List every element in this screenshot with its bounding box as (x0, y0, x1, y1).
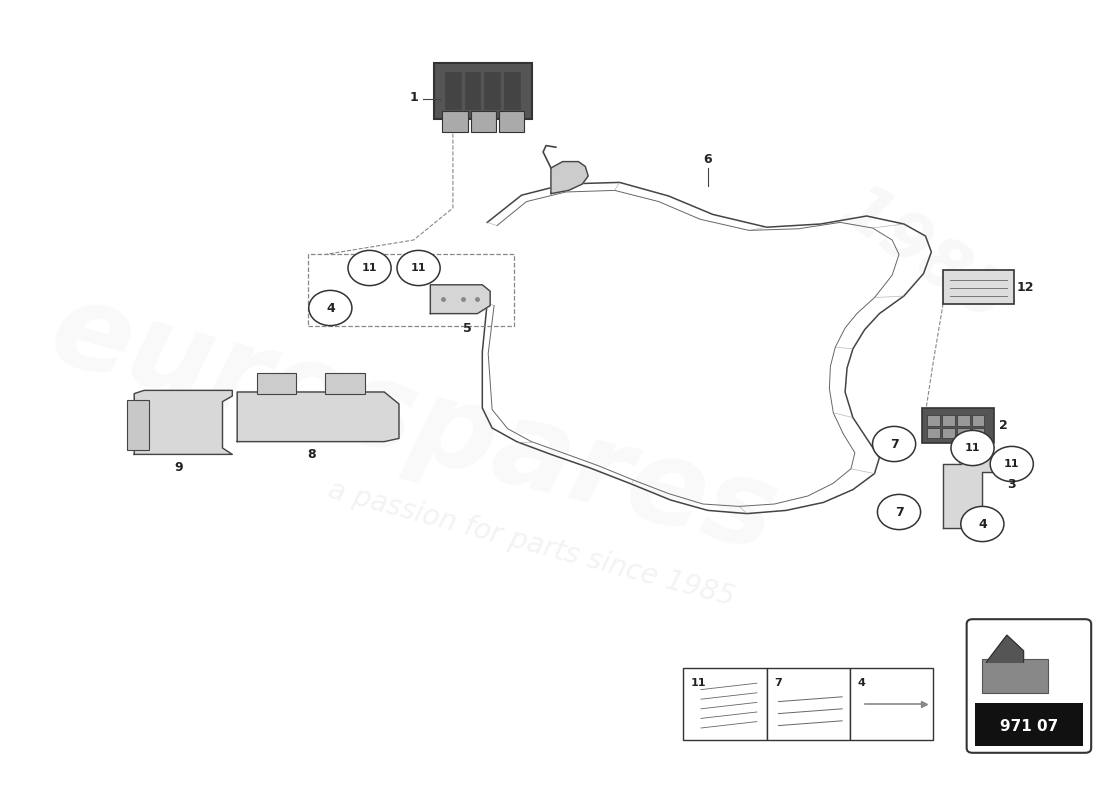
FancyBboxPatch shape (971, 415, 984, 426)
FancyBboxPatch shape (446, 72, 461, 109)
FancyBboxPatch shape (922, 408, 994, 443)
FancyBboxPatch shape (128, 400, 148, 450)
Circle shape (878, 494, 921, 530)
Text: 4: 4 (326, 302, 334, 314)
Text: 11: 11 (691, 678, 706, 688)
FancyBboxPatch shape (850, 668, 933, 740)
Text: 9: 9 (174, 461, 183, 474)
Polygon shape (551, 162, 588, 194)
Text: a passion for parts since 1985: a passion for parts since 1985 (324, 476, 738, 612)
FancyBboxPatch shape (442, 111, 468, 132)
Text: 12: 12 (1016, 281, 1034, 294)
Text: 8: 8 (307, 448, 316, 461)
FancyBboxPatch shape (971, 428, 984, 438)
FancyBboxPatch shape (975, 703, 1084, 746)
Polygon shape (238, 392, 399, 442)
Text: 11: 11 (965, 443, 980, 453)
Text: 7: 7 (774, 678, 782, 688)
FancyBboxPatch shape (326, 373, 365, 394)
FancyBboxPatch shape (927, 415, 940, 426)
FancyBboxPatch shape (471, 111, 496, 132)
FancyBboxPatch shape (256, 373, 296, 394)
Text: 1985: 1985 (828, 176, 1019, 336)
Text: 971 07: 971 07 (1000, 719, 1058, 734)
FancyBboxPatch shape (967, 619, 1091, 753)
Text: 11: 11 (410, 263, 427, 273)
Circle shape (960, 506, 1004, 542)
Text: 5: 5 (463, 322, 472, 334)
Circle shape (952, 430, 994, 466)
FancyBboxPatch shape (484, 72, 500, 109)
Text: 11: 11 (362, 263, 377, 273)
Text: 7: 7 (890, 438, 899, 450)
Circle shape (872, 426, 915, 462)
FancyBboxPatch shape (982, 659, 1048, 693)
FancyBboxPatch shape (767, 668, 850, 740)
Text: 4: 4 (858, 678, 866, 688)
FancyBboxPatch shape (434, 63, 532, 119)
FancyBboxPatch shape (943, 270, 1014, 304)
FancyBboxPatch shape (957, 415, 969, 426)
Text: 11: 11 (1004, 459, 1020, 469)
Text: 3: 3 (1006, 478, 1015, 490)
FancyBboxPatch shape (504, 72, 519, 109)
FancyBboxPatch shape (942, 428, 955, 438)
Text: 4: 4 (978, 518, 987, 530)
Polygon shape (430, 285, 491, 314)
Text: 7: 7 (894, 506, 903, 518)
FancyBboxPatch shape (683, 668, 767, 740)
FancyBboxPatch shape (499, 111, 525, 132)
Polygon shape (134, 390, 232, 454)
Text: 1: 1 (410, 91, 419, 104)
Circle shape (397, 250, 440, 286)
Polygon shape (943, 456, 1000, 528)
FancyBboxPatch shape (942, 415, 955, 426)
Text: 2: 2 (999, 419, 1008, 432)
Circle shape (309, 290, 352, 326)
Text: eurospares: eurospares (39, 272, 789, 576)
Circle shape (348, 250, 392, 286)
Polygon shape (987, 635, 1023, 662)
FancyBboxPatch shape (957, 428, 969, 438)
FancyBboxPatch shape (927, 428, 940, 438)
FancyBboxPatch shape (464, 72, 481, 109)
Text: 6: 6 (704, 153, 712, 166)
Circle shape (990, 446, 1033, 482)
